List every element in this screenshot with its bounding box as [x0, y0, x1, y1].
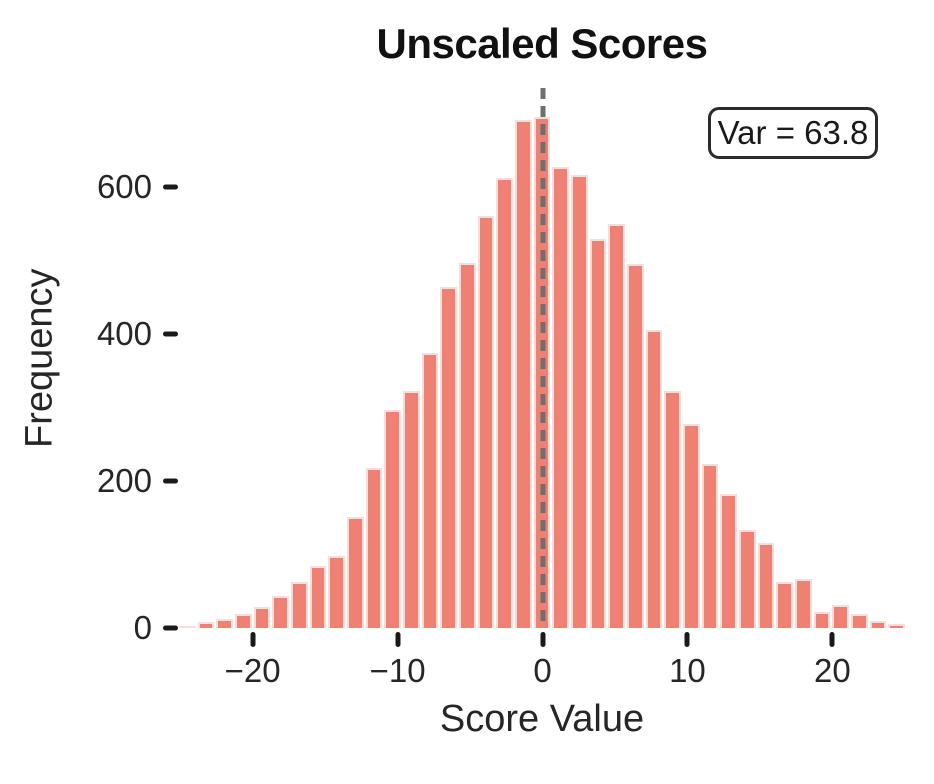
x-tick-label: −20 [224, 652, 281, 689]
variance-annotation-box: Var = 63.8 [708, 107, 878, 159]
histogram-bar [627, 263, 644, 628]
histogram-bar [869, 620, 887, 628]
x-tick-mark [250, 632, 256, 647]
histogram-bar [197, 622, 215, 628]
histogram-bar [291, 581, 308, 628]
histogram-bar [216, 619, 233, 628]
histogram-bar [309, 566, 327, 628]
histogram-bar [795, 578, 812, 628]
x-tick-label: 10 [669, 652, 706, 689]
histogram-bar [589, 239, 607, 628]
x-axis: −20 −10 0 10 20 [178, 628, 906, 708]
histogram-bar [776, 581, 793, 628]
x-tick-label: 20 [814, 652, 851, 689]
histogram-bar [720, 493, 737, 628]
x-tick-mark [395, 632, 401, 647]
y-axis: 0 200 400 600 [0, 88, 178, 646]
histogram-bar [552, 167, 569, 628]
x-tick-mark [540, 632, 545, 647]
histogram-bar [813, 611, 831, 628]
y-tick-mark [163, 184, 178, 190]
histogram-bar [664, 391, 681, 628]
plot-area [178, 88, 906, 628]
y-tick-label: 600 [96, 168, 152, 206]
histogram-bar [477, 215, 495, 628]
histogram-bar [421, 352, 439, 628]
x-tick-mark [829, 632, 835, 647]
histogram-bar [683, 423, 700, 628]
x-tick-mark [684, 632, 690, 647]
histogram-bar [347, 517, 364, 628]
histogram-bar [701, 464, 719, 628]
x-tick-label: 0 [533, 652, 552, 689]
histogram-bar [235, 614, 252, 628]
histogram-bar [571, 175, 588, 628]
histogram-bar [365, 467, 383, 628]
histogram-bar [739, 529, 756, 628]
histogram-bar [272, 595, 289, 628]
chart-title: Unscaled Scores [376, 20, 708, 67]
histogram-bar [888, 624, 906, 628]
histogram-bar [384, 409, 401, 628]
y-tick-mark [163, 478, 178, 484]
y-tick-mark [163, 331, 178, 337]
histogram-bar [328, 556, 345, 628]
y-tick-label: 400 [96, 315, 152, 353]
histogram-bar [496, 177, 513, 628]
histogram-bar [832, 605, 849, 628]
histogram-bar [851, 614, 868, 628]
y-tick-label: 200 [96, 462, 152, 500]
x-tick-label: −10 [369, 652, 426, 689]
histogram-bar [459, 262, 476, 628]
histogram-bar [403, 390, 420, 628]
x-axis-label: Score Value [439, 698, 645, 740]
histogram-bar [757, 542, 775, 628]
histogram-bar [608, 223, 625, 628]
histogram-bar [253, 606, 271, 628]
histogram-bar [179, 625, 196, 628]
zero-reference-dashed-line [540, 88, 545, 628]
histogram-bar [515, 120, 532, 628]
histogram-bar [645, 329, 663, 628]
y-tick-mark [163, 625, 178, 631]
y-tick-label: 0 [133, 609, 152, 646]
histogram-bar [440, 287, 457, 628]
